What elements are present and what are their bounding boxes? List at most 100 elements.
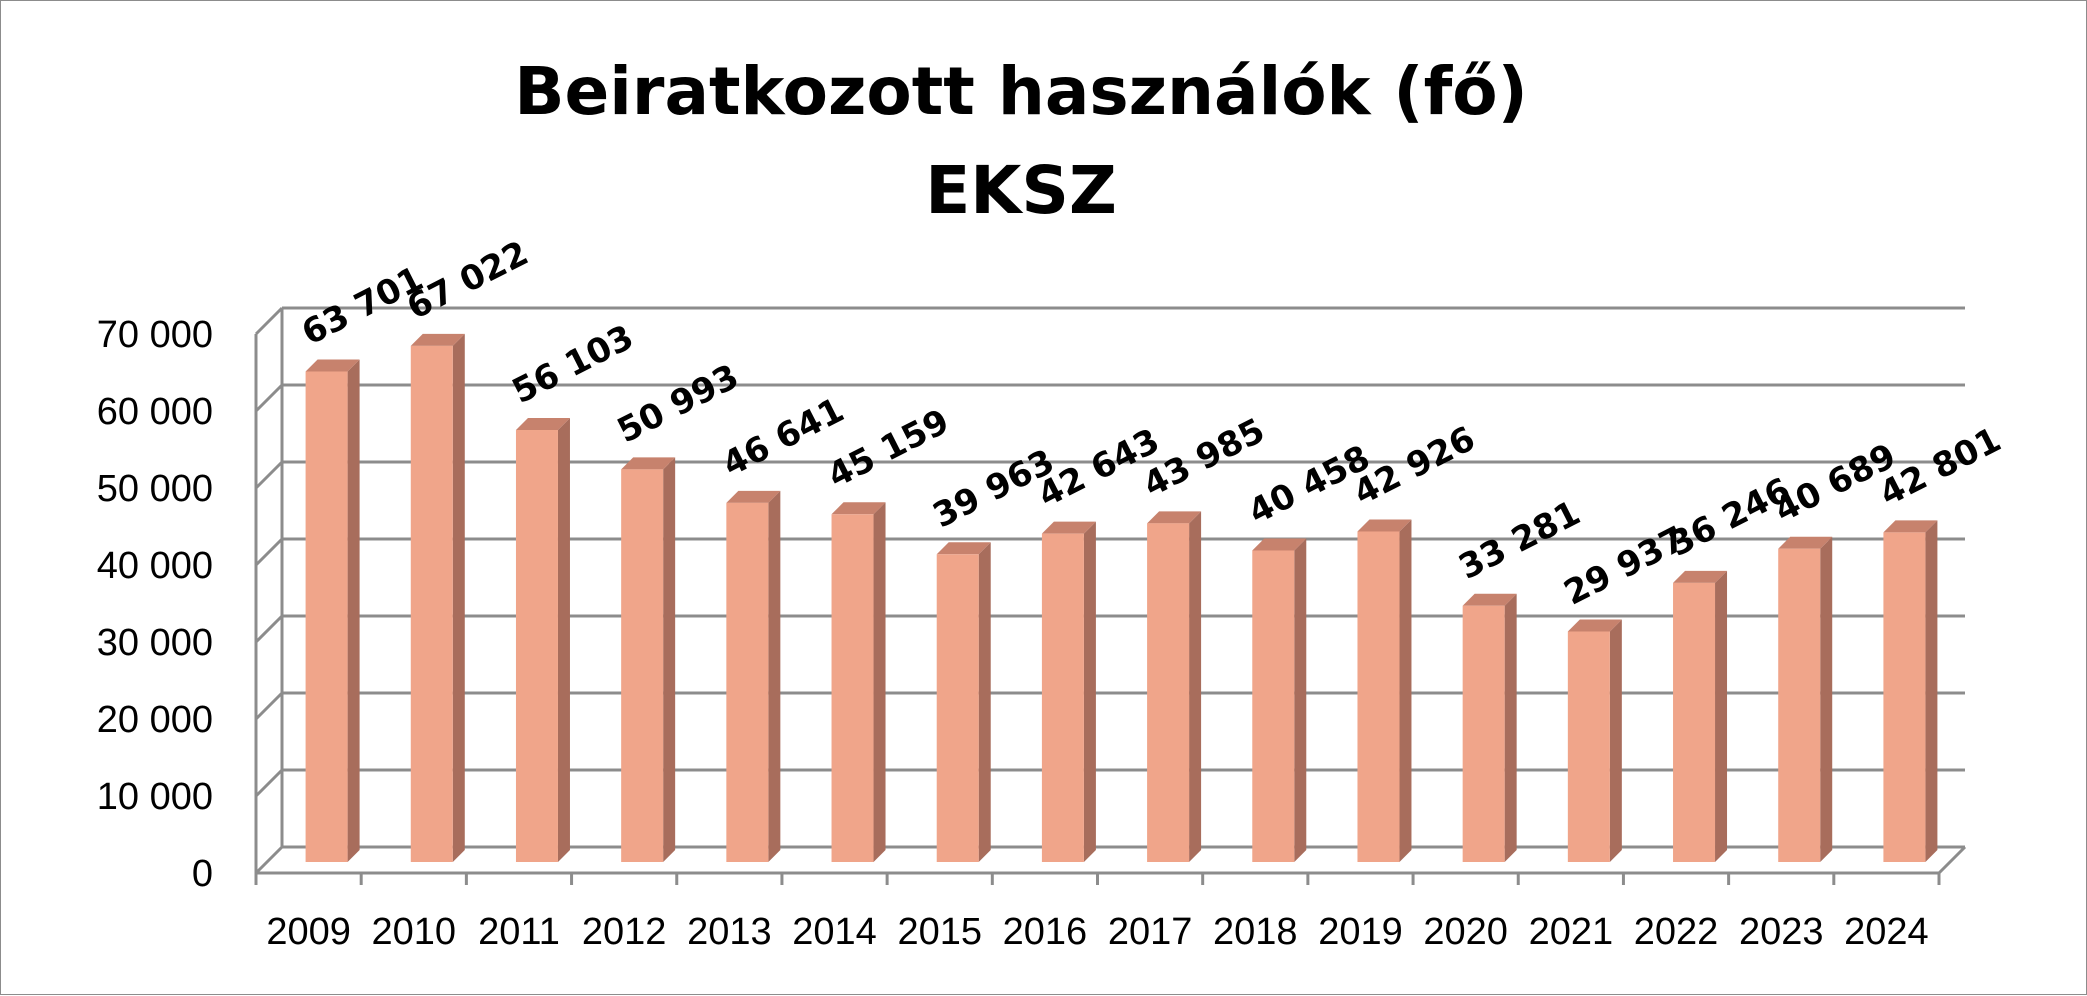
x-tick-label: 2024 xyxy=(1844,911,1929,953)
bar-2011 xyxy=(515,418,570,862)
bar-2022 xyxy=(1673,570,1728,862)
bar-side xyxy=(978,542,991,862)
bar-top xyxy=(1883,520,1938,533)
data-label: 36 246 xyxy=(1663,470,1797,565)
bar-top xyxy=(936,542,991,555)
bar-top xyxy=(831,502,886,515)
bar xyxy=(1673,582,1716,862)
bar-side xyxy=(1609,619,1622,862)
bar xyxy=(936,554,979,862)
x-tick-label: 2011 xyxy=(478,911,560,953)
y-tick-label: 0 xyxy=(192,853,213,895)
bar xyxy=(1567,631,1610,862)
bar-2024 xyxy=(1883,520,1938,862)
bar xyxy=(1883,532,1926,862)
x-tick-label: 2022 xyxy=(1634,911,1719,953)
bar-top xyxy=(1567,619,1622,632)
bar-2020 xyxy=(1462,593,1517,862)
bar-top xyxy=(1147,511,1202,524)
bar-2015 xyxy=(936,542,991,862)
y-tick-label: 40 000 xyxy=(97,545,213,587)
bar-side xyxy=(768,490,781,862)
bar-2021 xyxy=(1567,619,1622,862)
y-axis-tick xyxy=(254,306,284,336)
bar-top xyxy=(1041,521,1096,534)
bar-top xyxy=(726,490,781,503)
bar xyxy=(831,514,874,862)
x-tick-label: 2014 xyxy=(792,911,877,953)
bar-side xyxy=(663,457,676,862)
floor-edge xyxy=(1937,845,1967,875)
bar-2019 xyxy=(1357,519,1412,862)
bar-side xyxy=(1294,538,1307,862)
x-tick-label: 2021 xyxy=(1529,911,1614,953)
x-tick-label: 2013 xyxy=(687,911,772,953)
bar xyxy=(305,371,348,862)
y-tick-label: 70 000 xyxy=(97,314,213,356)
x-tick-label: 2010 xyxy=(372,911,457,953)
y-axis-tick xyxy=(254,460,284,490)
y-axis-tick xyxy=(254,614,284,644)
x-tick-label: 2012 xyxy=(582,911,667,953)
y-axis-tick xyxy=(254,768,284,798)
x-tick-label: 2015 xyxy=(897,911,982,953)
y-axis-tick xyxy=(254,537,284,567)
bar-2018 xyxy=(1252,538,1307,862)
y-tick-label: 60 000 xyxy=(97,391,213,433)
bar-2017 xyxy=(1147,511,1202,862)
bar-side xyxy=(873,502,886,862)
data-label: 50 993 xyxy=(611,357,745,452)
bar xyxy=(621,469,664,862)
y-axis-tick xyxy=(254,383,284,413)
bar-top xyxy=(515,418,570,431)
bar-side xyxy=(557,418,570,862)
bar-side xyxy=(452,333,465,862)
x-tick-label: 2023 xyxy=(1739,911,1824,953)
bar-side xyxy=(347,359,360,862)
bar-top xyxy=(1673,570,1728,583)
bar xyxy=(726,502,769,862)
bar-side xyxy=(1083,521,1096,862)
chart-title-line-2: EKSZ xyxy=(925,152,1117,229)
y-tick-label: 50 000 xyxy=(97,468,213,510)
bar xyxy=(1778,548,1821,862)
bar-side xyxy=(1399,519,1412,862)
bar-2016 xyxy=(1041,521,1096,862)
bar-side xyxy=(1715,570,1728,862)
bar-top xyxy=(1357,519,1412,532)
bar xyxy=(410,345,453,862)
x-tick-label: 2017 xyxy=(1108,911,1193,953)
bar-top xyxy=(305,359,360,372)
y-axis-tick xyxy=(254,845,284,875)
data-label: 56 103 xyxy=(506,317,640,412)
bar-2010 xyxy=(410,333,465,862)
x-tick-label: 2016 xyxy=(1003,911,1088,953)
bar xyxy=(1041,533,1084,862)
x-tick-label: 2018 xyxy=(1213,911,1298,953)
x-tick-label: 2020 xyxy=(1423,911,1508,953)
x-tick-label: 2019 xyxy=(1318,911,1403,953)
bar-top xyxy=(410,333,465,346)
bar xyxy=(1252,550,1295,862)
bar-side xyxy=(1189,511,1202,862)
bar xyxy=(1147,523,1190,862)
chart-title-line-1: Beiratkozott használók (fő) xyxy=(514,53,1528,130)
bar-2023 xyxy=(1778,536,1833,862)
bar-top xyxy=(1462,593,1517,606)
y-tick-label: 20 000 xyxy=(97,699,213,741)
x-tick-label: 2009 xyxy=(266,911,351,953)
bar-2013 xyxy=(726,490,781,862)
bar-2009 xyxy=(305,359,360,862)
bar-2012 xyxy=(621,457,676,862)
plot-area: 0 10 000 20 000 30 000 40 000 50 000 60 000 70 … xyxy=(97,233,2008,953)
bar-side xyxy=(1820,536,1833,862)
bar xyxy=(1357,531,1400,862)
bar xyxy=(515,430,558,862)
bar-top xyxy=(1252,538,1307,551)
bar-side xyxy=(1504,593,1517,862)
y-tick-label: 10 000 xyxy=(97,776,213,818)
y-axis-tick xyxy=(254,691,284,721)
bar-side xyxy=(1925,520,1938,862)
